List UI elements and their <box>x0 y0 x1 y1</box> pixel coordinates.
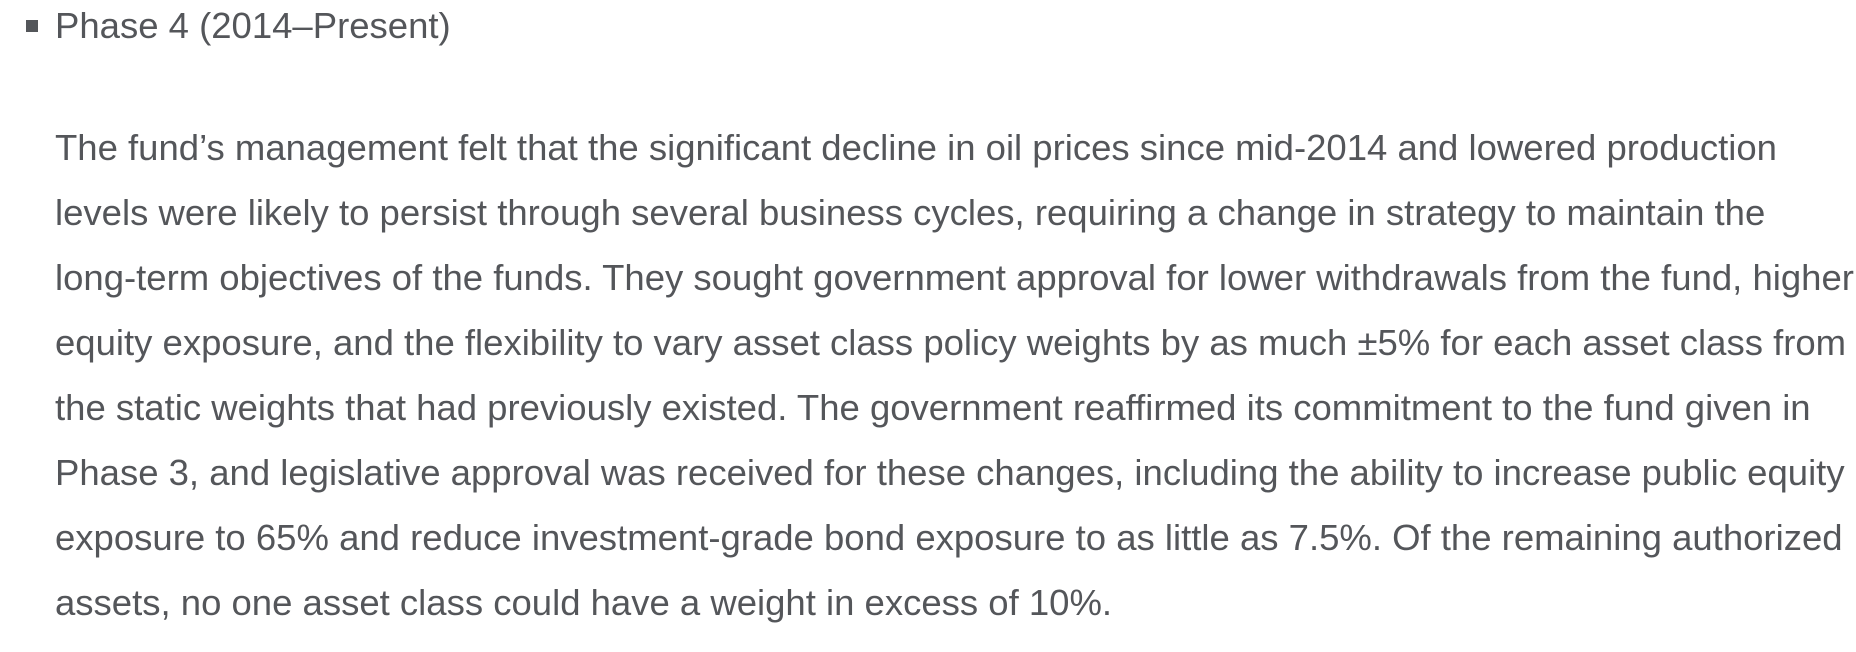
square-bullet-icon <box>26 20 38 32</box>
phase-4-description-paragraph: The fund’s management felt that the sign… <box>55 127 1854 623</box>
list-item-title: Phase 4 (2014–Present) <box>55 5 451 46</box>
list-item-phase-4: Phase 4 (2014–Present) <box>0 0 1800 52</box>
